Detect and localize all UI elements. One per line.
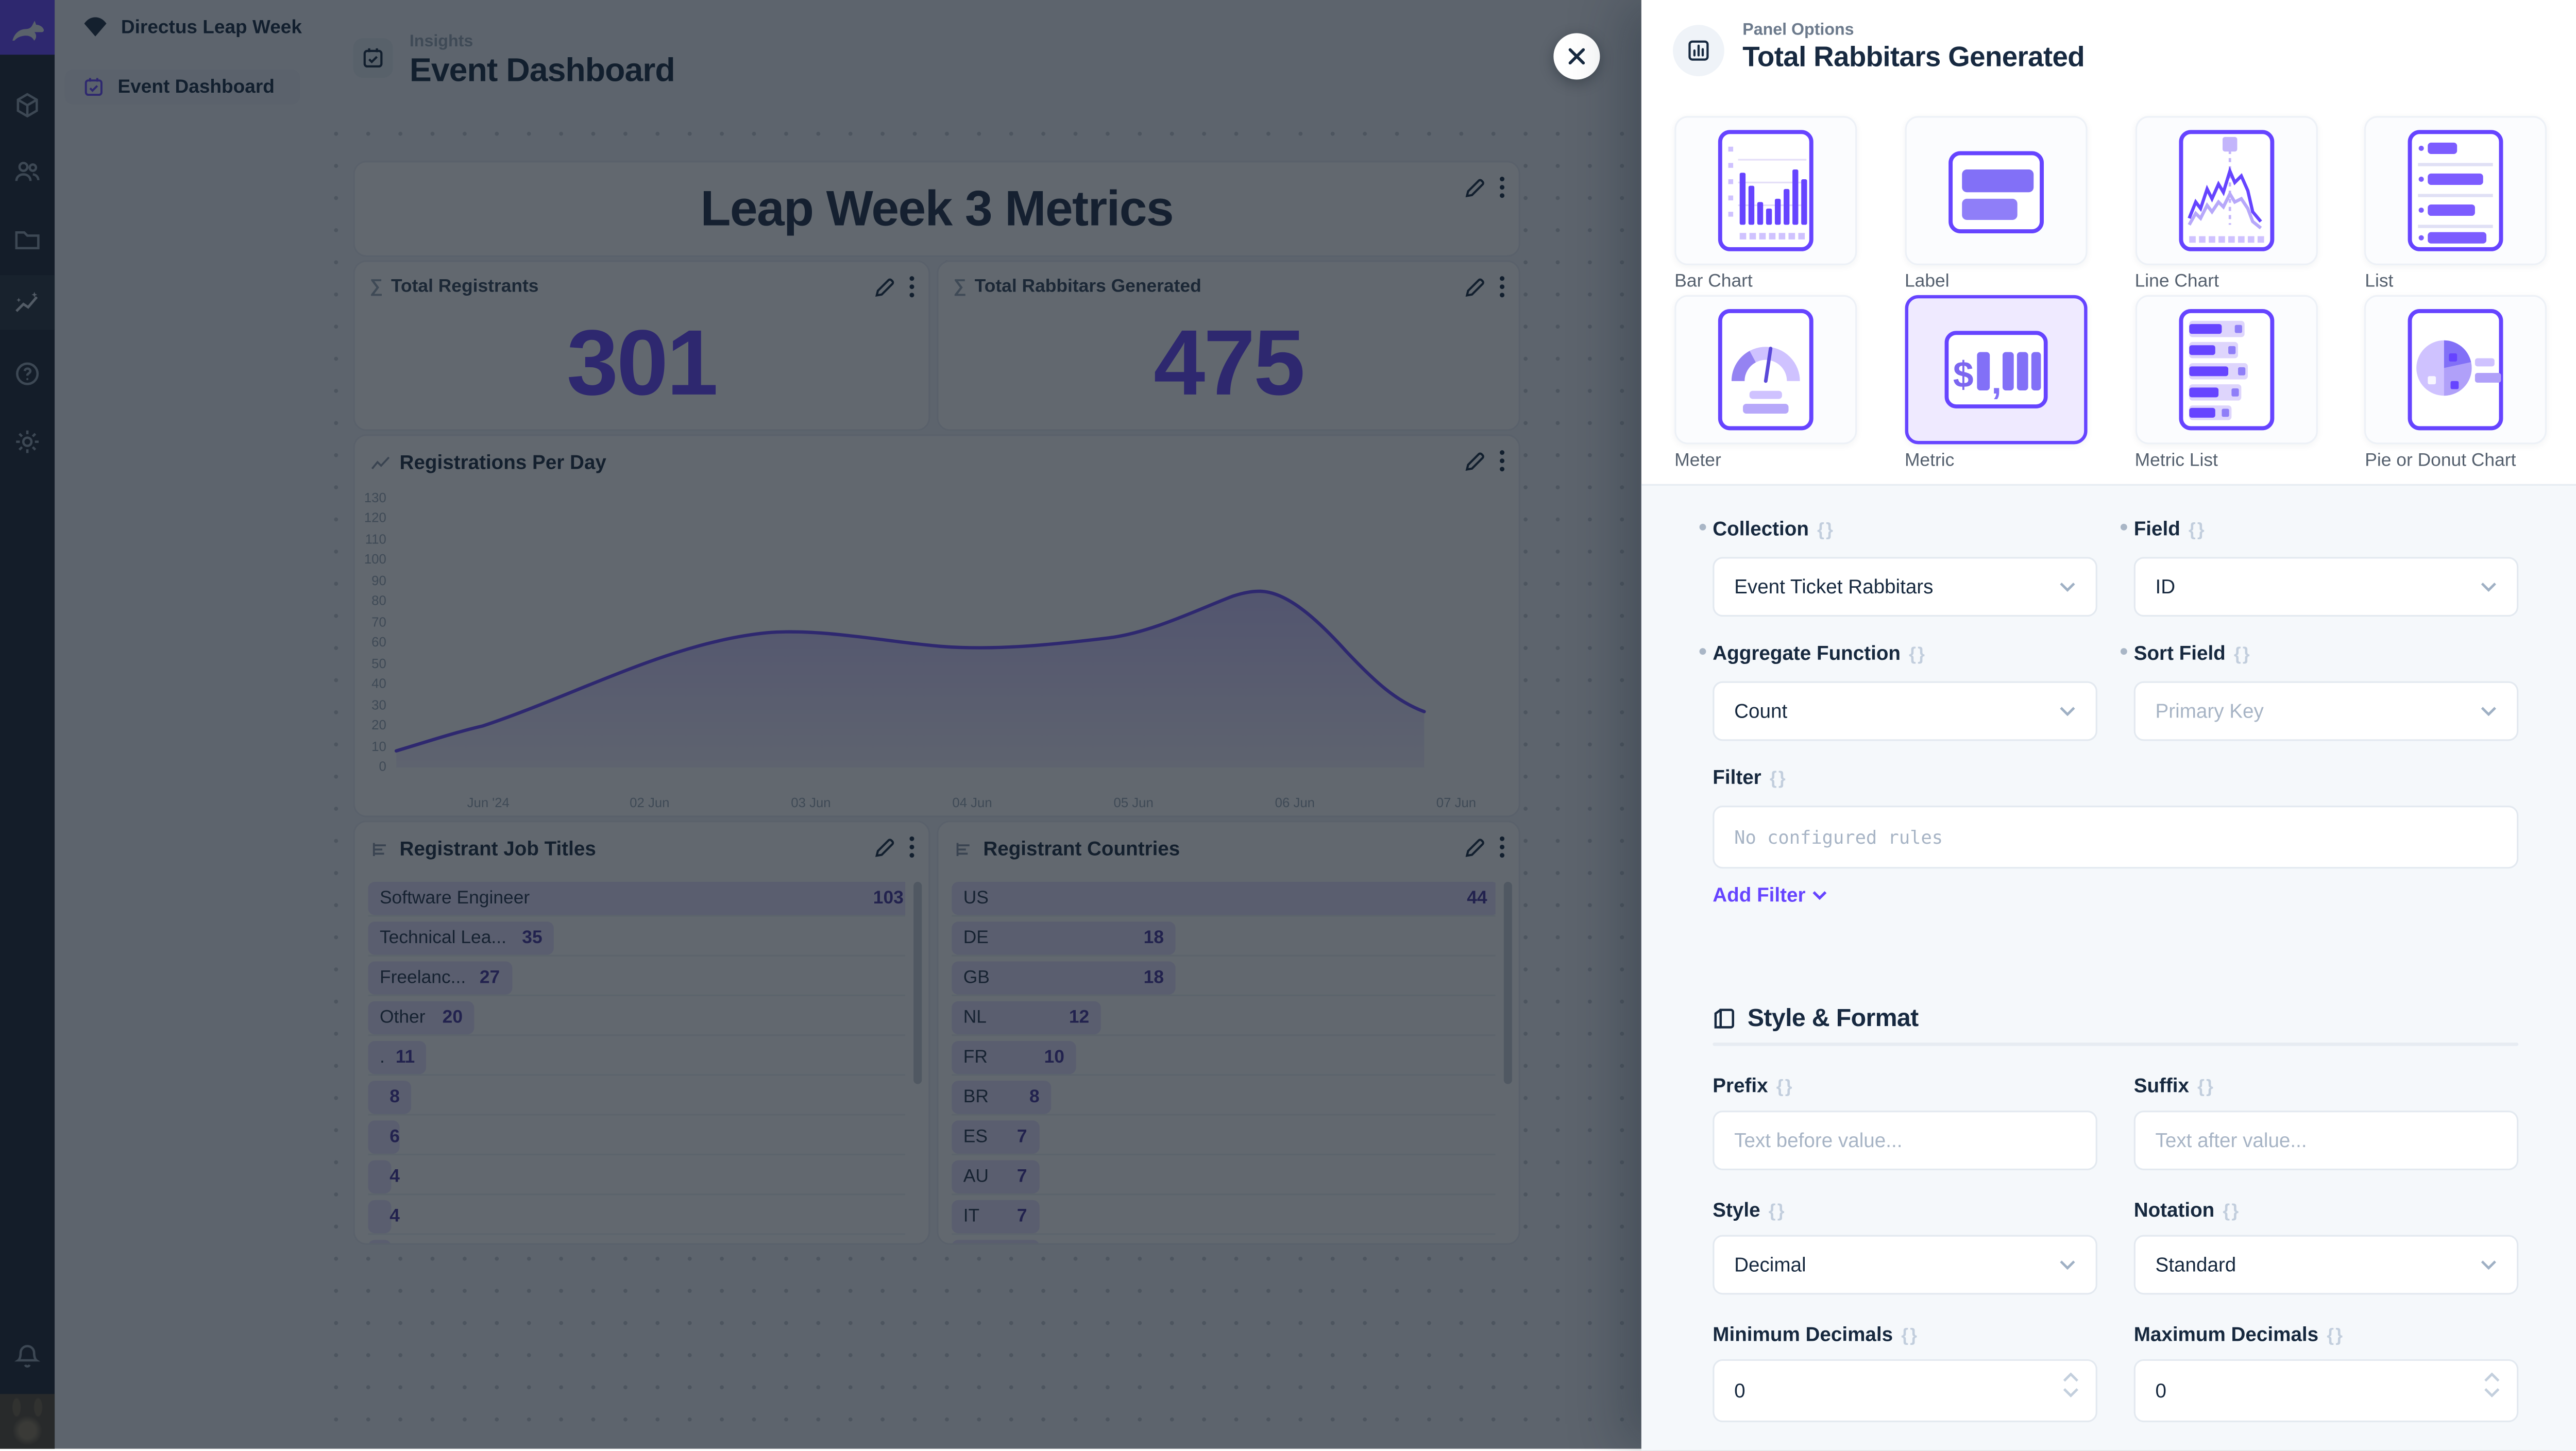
chevron-down-icon [2481,707,2496,716]
panel-type-icon [1673,25,1724,77]
tile-label: Meter [1674,451,1721,471]
chevron-up-icon[interactable] [2062,1372,2079,1382]
field-label-style: Style{} [1713,1198,1786,1222]
tile-label: Label [1904,271,1950,292]
raw-value-icon[interactable]: {} [1776,1077,1794,1098]
meter-tile-icon [1718,309,1814,431]
close-drawer-button[interactable] [1553,33,1600,80]
panel-type-tile-bar-chart[interactable] [1674,116,1857,265]
tile-label: Metric [1904,451,1955,471]
raw-value-icon[interactable]: {} [1768,1202,1786,1222]
bar-chart-tile-icon [1718,130,1814,251]
field-label-collection: Collection{} [1699,517,1835,541]
prefix-input-wrap [1713,1111,2097,1170]
drawer-title: Total Rabbitars Generated [1742,41,2085,73]
raw-value-icon[interactable]: {} [1769,769,1787,789]
drawer-header: Panel Options Total Rabbitars Generated [1673,21,2085,77]
tile-label: Metric List [2134,451,2218,471]
field-label-prefix: Prefix{} [1713,1074,1794,1098]
panel-type-tile-pie-donut[interactable] [2365,295,2548,445]
required-dot [2120,648,2127,655]
chevron-up-icon[interactable] [2484,1372,2500,1382]
raw-value-icon[interactable]: {} [1909,644,1927,665]
panel-type-tile-line-chart[interactable] [2134,116,2317,265]
field-label-field: Field{} [2120,517,2206,541]
field-label-filter: Filter{} [1713,765,1787,789]
svg-text:$: $ [1953,354,1973,396]
raw-value-icon[interactable]: {} [2188,520,2206,541]
raw-value-icon[interactable]: {} [2197,1077,2215,1098]
chevron-down-icon [2481,583,2496,592]
raw-value-icon[interactable]: {} [1817,520,1835,541]
drawer-kicker: Panel Options [1742,21,1854,40]
tile-label: List [2365,271,2394,292]
panel-type-tile-metric-selected[interactable]: $ , [1904,295,2087,445]
section-divider [1713,1043,2519,1046]
field-label-notation: Notation{} [2133,1198,2241,1222]
tile-label: Line Chart [2134,271,2219,292]
notation-select[interactable]: Standard [2133,1235,2519,1295]
collection-select[interactable]: Event Ticket Rabbitars [1713,557,2097,617]
drawer-form-section [1641,484,2576,1451]
chevron-down-icon [1812,891,1827,900]
field-label-min-decimals: Minimum Decimals{} [1713,1323,1919,1346]
list-tile-icon [2408,130,2504,251]
suffix-input[interactable] [2155,1129,2497,1152]
metric-tile-icon: $ , [1944,331,2047,408]
chevron-down-icon [2060,583,2075,592]
max-decimals-input[interactable] [2155,1379,2497,1403]
panel-options-drawer: Panel Options Total Rabbitars Generated [1641,0,2576,1451]
sort-field-select[interactable]: Primary Key [2133,681,2519,741]
field-label-suffix: Suffix{} [2133,1074,2215,1098]
panel-type-tile-meter[interactable] [1674,295,1857,445]
min-decimals-input[interactable] [1734,1379,2076,1403]
max-decimals-wrap [2133,1359,2519,1423]
filter-rules-box[interactable]: No configured rules [1713,805,2519,869]
style-select[interactable]: Decimal [1713,1235,2097,1295]
style-brush-icon [1714,1009,1734,1029]
close-icon [1568,48,1585,65]
suffix-input-wrap [2133,1111,2519,1170]
chevron-down-icon [2481,1260,2496,1270]
chevron-down-icon[interactable] [2062,1388,2079,1397]
field-label-aggregate: Aggregate Function{} [1699,641,1927,665]
raw-value-icon[interactable]: {} [2327,1326,2345,1346]
chevron-down-icon [2060,1260,2075,1270]
raw-value-icon[interactable]: {} [1901,1326,1919,1346]
tile-label: Bar Chart [1674,271,1753,292]
modal-overlay[interactable] [0,0,1641,1449]
line-chart-tile-icon [2178,130,2274,251]
number-stepper[interactable] [2484,1372,2500,1397]
field-label-max-decimals: Maximum Decimals{} [2133,1323,2345,1346]
chevron-down-icon[interactable] [2484,1388,2500,1397]
panel-type-tile-metric-list[interactable] [2134,295,2317,445]
number-stepper[interactable] [2062,1372,2079,1397]
aggregate-select[interactable]: Count [1713,681,2097,741]
tile-label: Pie or Donut Chart [2365,451,2516,471]
panel-type-tile-label[interactable] [1904,116,2087,265]
add-filter-button[interactable]: Add Filter [1713,883,1827,907]
section-title: Style & Format [1747,1004,1919,1033]
label-tile-icon [1948,151,2044,234]
required-dot [1699,648,1706,655]
prefix-input[interactable] [1734,1129,2076,1152]
min-decimals-wrap [1713,1359,2097,1423]
style-format-section-header: Style & Format [1713,1004,1919,1033]
metric-list-tile-icon [2178,309,2274,431]
required-dot [2120,523,2127,531]
field-select[interactable]: ID [2133,557,2519,617]
raw-value-icon[interactable]: {} [2233,644,2251,665]
field-label-sort: Sort Field{} [2120,641,2251,665]
panel-type-tile-list[interactable] [2365,116,2548,265]
raw-value-icon[interactable]: {} [2223,1202,2241,1222]
chevron-down-icon [2060,707,2075,716]
svg-text:,: , [1991,361,2002,402]
required-dot [1699,523,1706,531]
pie-chart-tile-icon [2408,309,2504,431]
